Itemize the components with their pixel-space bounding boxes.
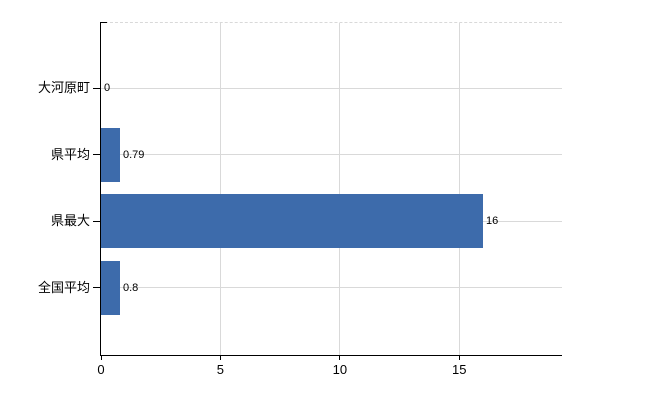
x-tick-label: 15 — [452, 362, 467, 377]
y-axis-tick — [93, 287, 100, 289]
y-gridline — [101, 287, 562, 289]
category-label: 県最大 — [50, 213, 90, 229]
x-gridline — [339, 23, 341, 355]
bar-segment — [101, 194, 483, 249]
category-label: 大河原町 — [37, 80, 90, 96]
x-axis-tick — [458, 355, 460, 360]
category-label: 全国平均 — [37, 279, 90, 295]
y-gridline — [101, 154, 562, 156]
bar-segment — [101, 260, 120, 315]
y-axis-tick — [93, 87, 100, 89]
bar-segment — [101, 127, 120, 182]
x-tick-label: 5 — [216, 362, 225, 377]
x-axis-tick — [219, 355, 221, 360]
x-gridline — [219, 23, 221, 355]
y-gridline — [101, 87, 562, 89]
value-label: 0.79 — [123, 148, 145, 161]
x-axis-tick — [339, 355, 341, 360]
plot-area — [100, 22, 562, 356]
x-tick-label: 0 — [97, 362, 105, 377]
value-label: 0.8 — [123, 281, 139, 294]
x-tick-label: 10 — [332, 362, 348, 377]
y-axis-tick — [93, 154, 100, 156]
y-axis-tick — [93, 220, 100, 222]
category-label: 県平均 — [50, 146, 90, 162]
x-gridline — [458, 23, 460, 355]
value-label: 0 — [104, 82, 111, 95]
x-axis-tick — [100, 355, 102, 360]
y-axis-top-tick — [100, 22, 107, 23]
value-label: 16 — [486, 215, 499, 228]
